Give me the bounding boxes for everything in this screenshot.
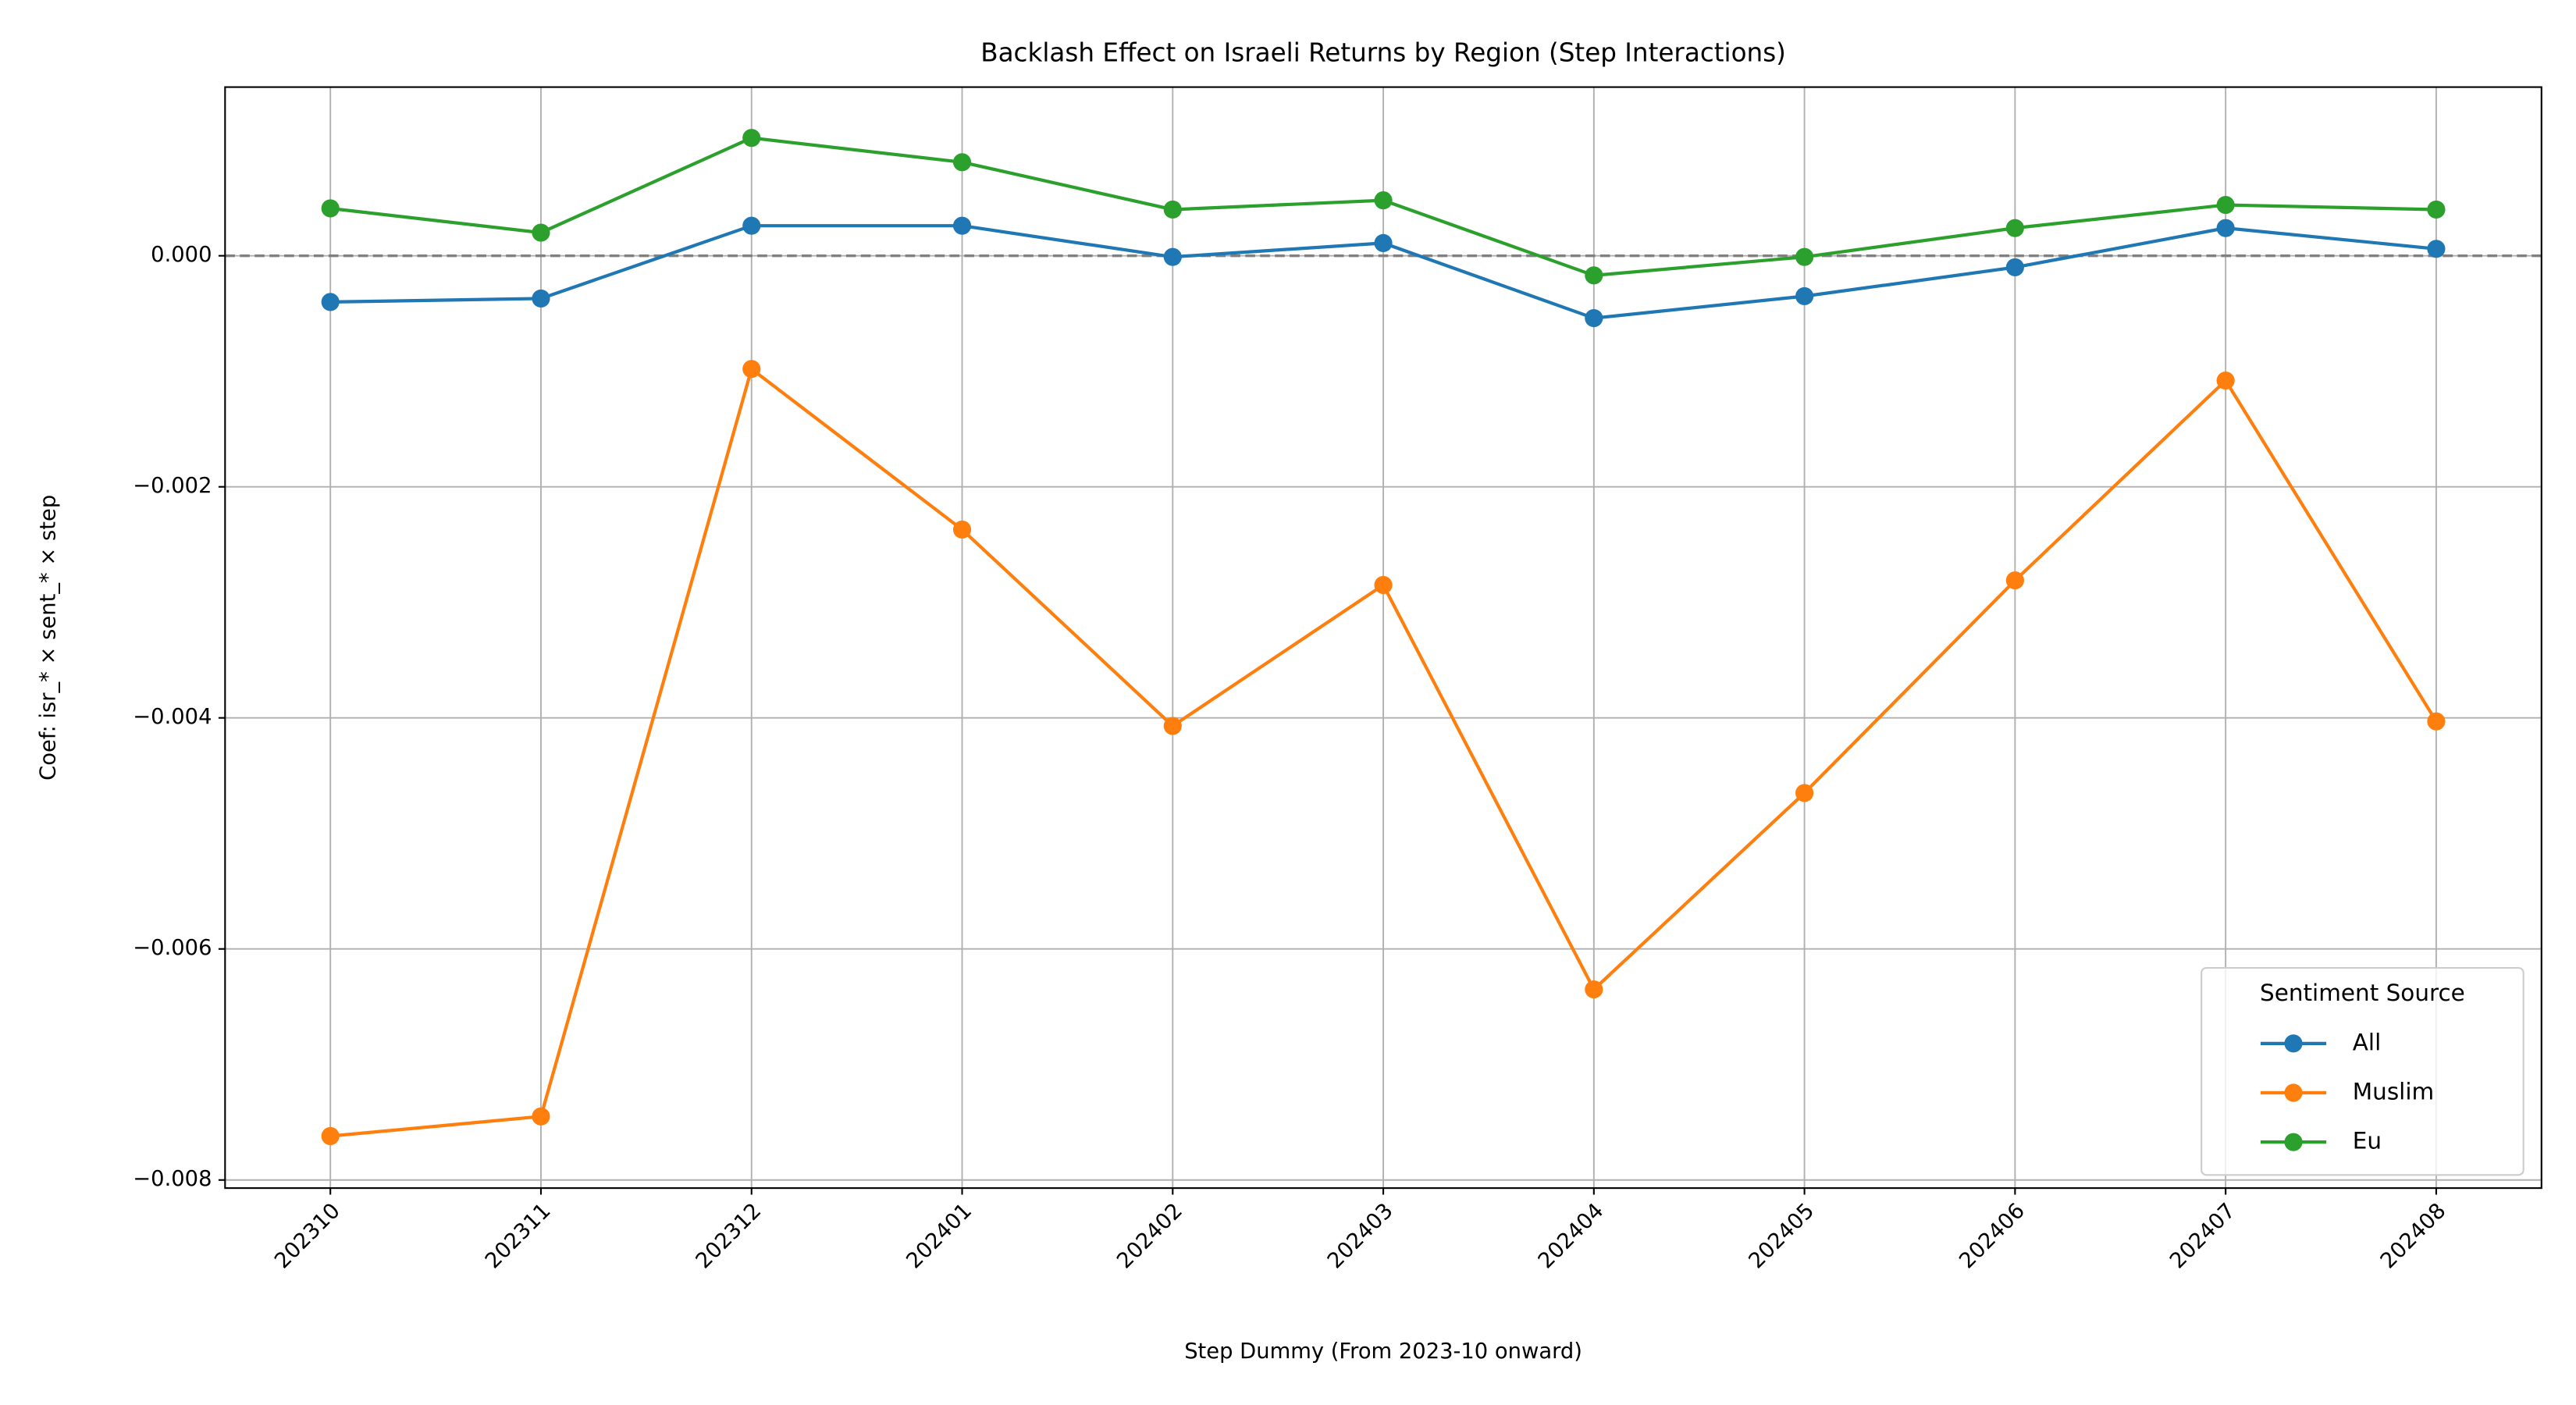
point — [1374, 233, 1393, 252]
legend-label: Eu — [2353, 1128, 2382, 1154]
point — [1795, 286, 1814, 306]
point — [2216, 219, 2235, 237]
point — [1585, 266, 1603, 285]
point — [321, 1126, 340, 1146]
point — [1795, 784, 1814, 802]
point — [1163, 247, 1182, 266]
plot-frame — [224, 86, 2542, 1190]
point — [742, 216, 761, 235]
legend-marker — [2284, 1034, 2303, 1053]
point — [952, 153, 972, 172]
point — [321, 199, 340, 218]
point — [1585, 309, 1603, 328]
point — [1163, 717, 1182, 735]
y-tick-label: −0.004 — [133, 705, 212, 729]
point — [532, 223, 550, 242]
point — [2216, 371, 2235, 390]
point — [1585, 980, 1603, 999]
point — [1163, 200, 1182, 219]
point — [2005, 571, 2024, 590]
y-tick-label: −0.006 — [133, 936, 212, 960]
point — [2005, 219, 2024, 237]
legend-label: All — [2353, 1029, 2382, 1055]
point — [952, 216, 972, 235]
point — [1374, 191, 1393, 210]
point — [321, 293, 340, 311]
y-tick-label: −0.008 — [133, 1167, 212, 1191]
legend-marker — [2284, 1083, 2303, 1102]
y-tick-label: −0.002 — [133, 474, 212, 498]
x-axis-title: Step Dummy (From 2023-10 onward) — [1184, 1339, 1582, 1364]
point — [742, 360, 761, 379]
point — [2427, 712, 2446, 731]
legend-marker — [2284, 1133, 2303, 1151]
y-axis-title: Coef: isr_* × sent_* × step — [37, 495, 61, 781]
point — [1795, 247, 1814, 266]
point — [532, 1107, 550, 1126]
point — [2427, 240, 2446, 258]
point — [2005, 258, 2024, 277]
point — [2216, 195, 2235, 215]
legend-title: Sentiment Source — [2260, 980, 2465, 1006]
point — [952, 520, 972, 539]
point — [742, 129, 761, 148]
chart-title: Backlash Effect on Israeli Returns by Re… — [980, 37, 1786, 67]
point — [532, 289, 550, 308]
legend: Sentiment Source All Muslim Eu — [2201, 966, 2524, 1176]
legend-box — [2201, 966, 2524, 1176]
legend-label: Muslim — [2353, 1078, 2434, 1104]
point — [2427, 200, 2446, 219]
y-tick-label: 0.000 — [151, 243, 212, 267]
point — [1374, 575, 1393, 595]
